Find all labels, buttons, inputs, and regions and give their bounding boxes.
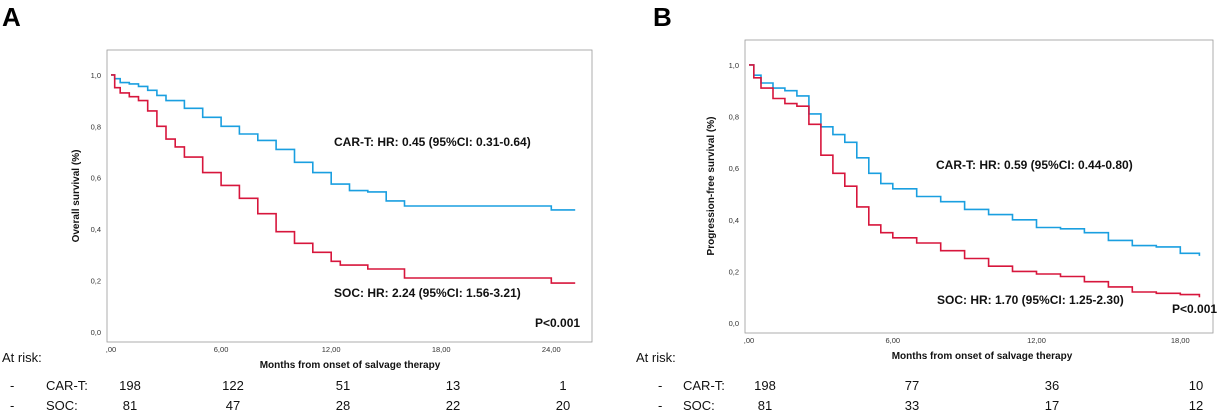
panel-b-risk-dash-cart: - [658,378,662,393]
panel-a-at-risk-label: At risk: [2,350,42,365]
risk-value: 17 [1045,398,1059,413]
panel-b: B 0,0 0,2 0,4 0,6 0,8 1,0 ,00 6,00 12,00 18,00 Pr… [636,2,1217,413]
y-tick-label: 1,0 [91,71,101,80]
y-tick-label: 0,2 [729,267,739,276]
risk-value: 1 [559,378,566,393]
y-tick-label: 0,4 [91,225,101,234]
panel-b-xlabel: Months from onset of salvage therapy [892,351,1073,362]
panel-a-curves [111,74,576,284]
panel-b-plot-area [744,39,1214,334]
panel-a-p-value: P<0.001 [535,316,580,330]
x-tick-label: ,00 [106,345,116,354]
y-tick-label: 0,2 [91,277,101,286]
panel-b-ticks: 0,0 0,2 0,4 0,6 0,8 1,0 ,00 6,00 12,00 18,00 [729,61,1190,345]
x-tick-label: 12,00 [322,345,341,354]
panel-a: A 0,0 0,2 0,4 0,6 0,8 1,0 ,00 6,00 12,00 18,00 24,… [2,2,593,413]
panel-a-risk-group-cart: CAR-T: [46,378,88,393]
panel-b-risk-dash-soc: - [658,398,662,413]
risk-value: 33 [905,398,919,413]
panel-b-curves [749,64,1201,298]
survival-curve-soc [749,64,1201,298]
risk-value: 12 [1189,398,1203,413]
y-tick-label: 0,8 [91,122,101,131]
y-tick-label: 0,6 [729,164,739,173]
risk-value: 51 [336,378,350,393]
risk-value: 20 [556,398,570,413]
y-tick-label: 0,0 [729,319,739,328]
panel-b-risk-group-cart: CAR-T: [683,378,725,393]
x-tick-label: 12,00 [1027,336,1046,345]
risk-value: 47 [226,398,240,413]
panel-b-p-value: P<0.001 [1172,302,1217,316]
panel-a-xlabel: Months from onset of salvage therapy [260,360,441,371]
panel-a-plot-area [106,49,593,343]
panel-a-risk-dash-soc: - [10,398,14,413]
panel-a-soc-hr: SOC: HR: 2.24 (95%CI: 1.56-3.21) [334,286,521,300]
risk-value: 81 [758,398,772,413]
risk-value: 77 [905,378,919,393]
risk-value: 36 [1045,378,1059,393]
panel-b-letter: B [653,2,672,32]
x-tick-label: 18,00 [432,345,451,354]
panel-a-ylabel: Overall survival (%) [71,150,82,243]
panel-b-risk-group-soc: SOC: [683,398,715,413]
x-tick-label: 24,00 [542,345,561,354]
survival-curve-soc [111,74,576,284]
x-tick-label: 6,00 [214,345,229,354]
risk-value: 122 [222,378,244,393]
risk-value: 81 [123,398,137,413]
x-tick-label: ,00 [744,336,754,345]
y-tick-label: 0,8 [729,113,739,122]
panel-a-letter: A [2,2,21,32]
panel-a-cart-hr: CAR-T: HR: 0.45 (95%CI: 0.31-0.64) [334,135,531,149]
y-tick-label: 0,4 [729,216,739,225]
risk-value: 198 [754,378,776,393]
panel-a-risk-group-soc: SOC: [46,398,78,413]
risk-value: 10 [1189,378,1203,393]
risk-value: 22 [446,398,460,413]
y-tick-label: 0,6 [91,174,101,183]
panel-a-ticks: 0,0 0,2 0,4 0,6 0,8 1,0 ,00 6,00 12,00 18,00 24,00 [91,71,561,354]
y-tick-label: 1,0 [729,61,739,70]
risk-value: 198 [119,378,141,393]
risk-value: 28 [336,398,350,413]
panel-a-risk-dash-cart: - [10,378,14,393]
survival-curve-cart [749,64,1201,256]
survival-curve-cart [111,74,576,211]
panel-b-cart-hr: CAR-T: HR: 0.59 (95%CI: 0.44-0.80) [936,158,1133,172]
panel-b-soc-hr: SOC: HR: 1.70 (95%CI: 1.25-2.30) [937,293,1124,307]
panel-b-at-risk-label: At risk: [636,350,676,365]
x-tick-label: 18,00 [1171,336,1190,345]
panel-b-ylabel: Progression-free survival (%) [706,117,717,256]
x-tick-label: 6,00 [885,336,900,345]
y-tick-label: 0,0 [91,328,101,337]
risk-value: 13 [446,378,460,393]
